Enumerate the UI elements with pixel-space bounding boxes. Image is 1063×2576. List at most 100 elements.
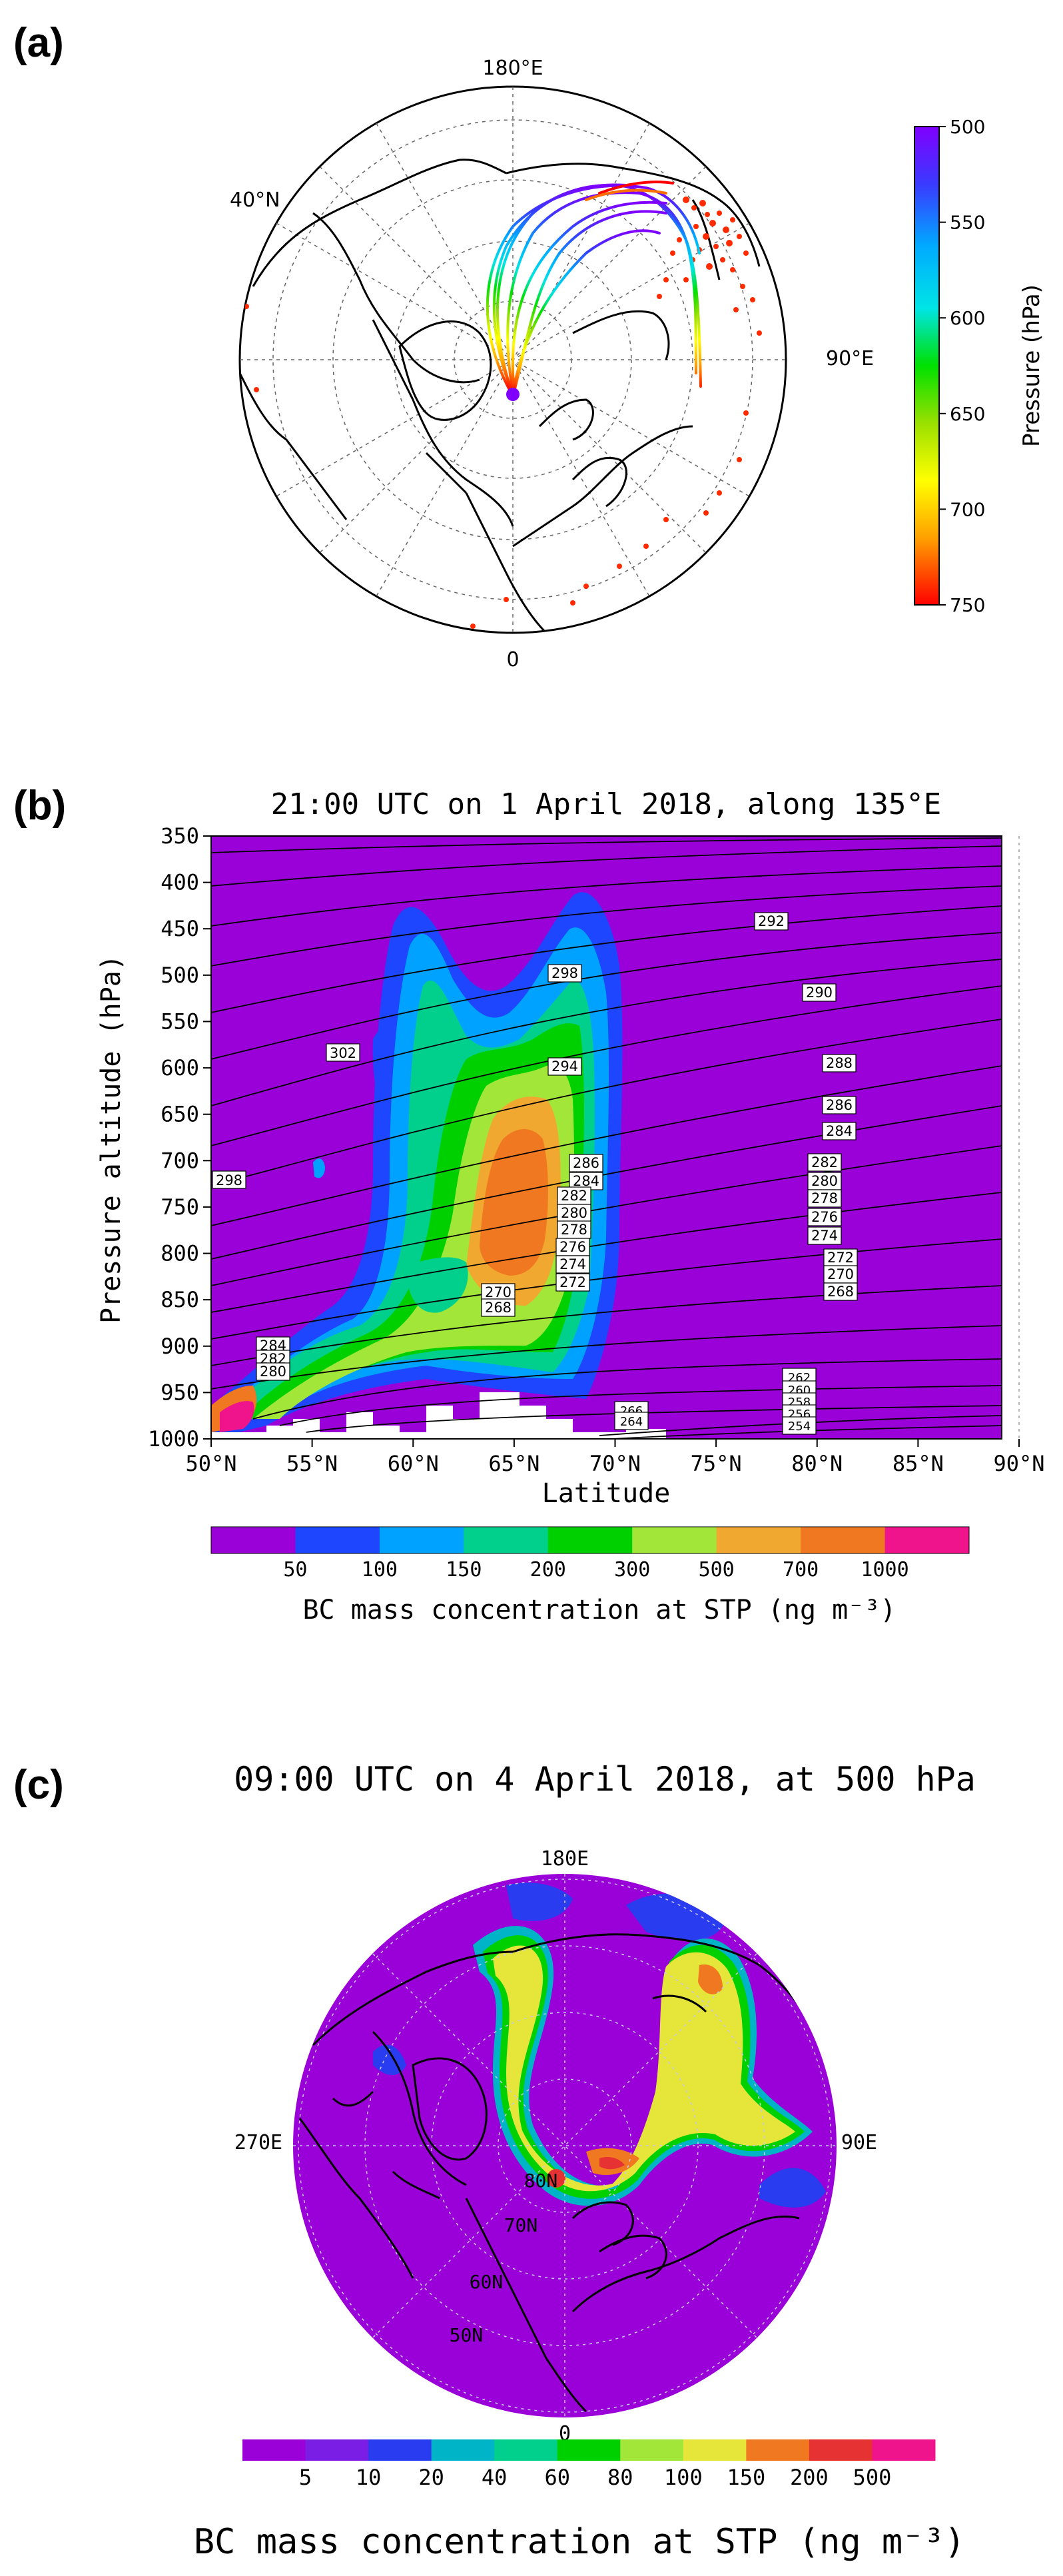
contour-label: 280 [260,1364,286,1380]
panel-c-colorbar-bar [242,2439,936,2461]
panel-c-colorbar: 5 10 20 40 60 80 100 150 200 500 BC mass concentr… [194,2439,965,2562]
panel-c-lat-label: 70N [504,2214,538,2236]
panel-a-map: 180°E 40°N 90°E 0 [230,57,874,671]
panel-b-colorbar-ticks: 50 100 150 200 300 500 700 1000 [283,1558,908,1581]
contour-label: 270 [485,1284,512,1300]
x-tick-label: 75°N [691,1451,742,1476]
colorbar-swatch [801,1527,886,1553]
contour-label: 282 [561,1188,587,1204]
colorbar-frame [210,1526,970,1554]
panel-b-ylabel: Pressure altitude (hPa) [96,955,127,1324]
colorbar-tick-label: 600 [950,307,985,329]
contour-label-box [802,983,837,1002]
panel-a-colorbar-ticks: 500 550 600 650 700 750 [939,116,985,616]
x-tick-label: 70°N [589,1451,641,1476]
colorbar-tick-label: 5 [299,2465,312,2490]
contour-label: 274 [811,1228,838,1244]
panel-c-title: 09:00 UTC on 4 April 2018, at 500 hPa [234,1760,976,1799]
contour-label-box [782,1416,817,1435]
contour-label-box [807,1189,842,1208]
contour-label: 298 [551,965,578,981]
colorbar-swatch [464,1527,549,1553]
panel-a-label-top: 180°E [482,57,543,80]
panel-b-colorbar-bar [210,1526,970,1554]
contour-label: 282 [811,1154,838,1170]
y-tick-label: 450 [161,916,199,941]
panel-a-colorbar-title: Pressure (hPa) [1018,284,1045,447]
panel-b-axes: 50°N 55°N 60°N 65°N 70°N 75°N 80°N 85°N 90°N 350 4… [148,823,1045,1476]
colorbar-tick-label: 40 [482,2465,508,2490]
panel-a-label-bottom: 0 [506,648,519,671]
y-tick-label: 850 [161,1287,199,1312]
colorbar-swatch [716,1527,801,1553]
contour-label: 268 [485,1300,512,1316]
contour-label-box [481,1298,516,1317]
colorbar-tick-label: 500 [950,116,985,138]
colorbar-tick-label: 300 [614,1558,650,1581]
contour-label: 276 [811,1209,838,1225]
colorbar-swatch [242,2439,306,2461]
panel-c-lat-label: 60N [470,2271,504,2293]
contour-label-box [547,964,582,983]
colorbar-swatch [746,2439,810,2461]
colorbar-tick-label: 200 [530,1558,566,1581]
y-tick-label: 650 [161,1102,199,1127]
panel-a: (a) [13,20,1045,671]
colorbar-swatch [809,2439,873,2461]
contour-label: 280 [811,1173,838,1189]
colorbar-swatch [368,2439,432,2461]
colorbar-tick-label: 100 [362,1558,398,1581]
panel-c-letter: (c) [13,1762,64,1808]
panel-c-map: 180E 270E 90E 0 80N 70N 60N 50N [234,1847,877,2445]
colorbar-swatch [547,1527,633,1553]
y-tick-label: 400 [161,870,199,895]
colorbar-swatch [683,2439,747,2461]
panel-b-contour-labels: 302 298 29829428628428228027827627427227… [212,912,858,1435]
panel-a-label-right: 90°E [826,347,874,370]
contour-label-box [807,1153,842,1172]
colorbar-tick-label: 80 [607,2465,633,2490]
panel-b: (b) 21:00 UTC on 1 April 2018, along 135… [13,783,1045,1625]
contour-label: 280 [561,1205,587,1221]
panel-a-colorbar-bar [914,126,940,606]
contour-label: 254 [788,1420,811,1434]
y-tick-label: 750 [161,1194,199,1220]
y-tick-label: 1000 [148,1426,199,1452]
contour-label-box [823,1265,858,1284]
colorbar-tick-label: 750 [950,594,985,616]
y-tick-label: 700 [161,1148,199,1173]
colorbar-tick-label: 20 [418,2465,444,2490]
panel-a-trajectories [486,181,702,401]
contour-label: 288 [826,1055,853,1071]
contour-label-box [822,1122,857,1140]
contour-label: 294 [551,1059,578,1074]
panel-c-label-top: 180E [541,1847,589,1871]
y-tick-label: 350 [161,823,199,849]
contour-label-box [555,1238,590,1256]
x-tick-label: 65°N [488,1451,539,1476]
panel-a-coastlines [240,159,761,633]
contour-label: 284 [826,1123,853,1139]
panel-b-grid [1001,836,1020,1439]
x-tick-label: 90°N [993,1451,1044,1476]
contour-label-box [555,1255,590,1274]
panel-c-graticule [293,1874,837,2417]
colorbar-tick-label: 10 [356,2465,382,2490]
trajectory-origin [506,388,520,401]
panel-c-bc-field [373,1883,826,2208]
colorbar-swatch [632,1527,717,1553]
colorbar-tick-label: 100 [664,2465,703,2490]
contour-label-box [823,1282,858,1301]
colorbar-swatch [295,1527,380,1553]
contour-label: 302 [330,1045,356,1061]
colorbar-tick-label: 1000 [861,1558,908,1581]
colorbar-tick-label: 650 [950,403,985,425]
panel-c-lat-label: 80N [524,2170,558,2192]
contour-label-box [557,1204,591,1222]
contour-label: 292 [758,913,785,929]
panel-a-colorbar: 500 550 600 650 700 750 Pressure (hPa) [914,116,1045,616]
panel-b-plot: 302 298 29829428628428228027827627427227… [96,823,1045,1509]
contour-label: 270 [827,1266,854,1282]
